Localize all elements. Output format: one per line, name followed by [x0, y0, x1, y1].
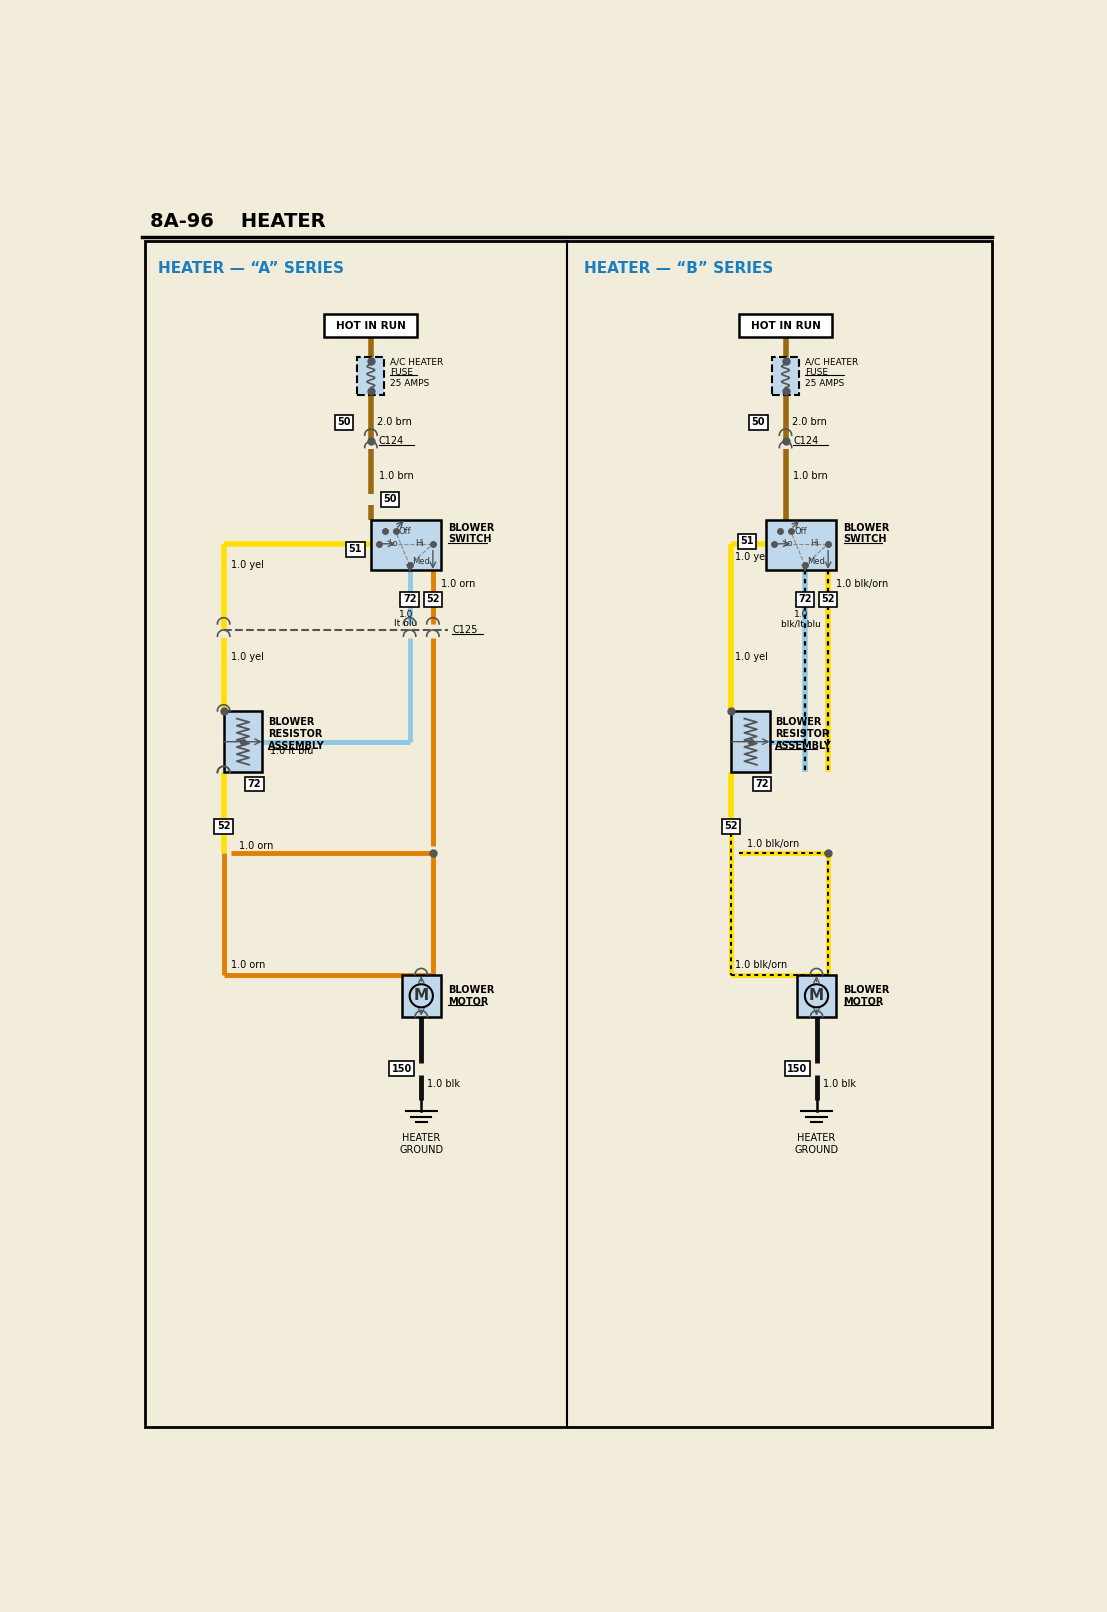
Text: A/C HEATER: A/C HEATER: [391, 358, 444, 366]
Text: 1.0 yel: 1.0 yel: [735, 651, 768, 663]
Text: 8A-96    HEATER: 8A-96 HEATER: [151, 213, 325, 232]
Text: 52: 52: [426, 595, 439, 604]
Circle shape: [410, 985, 433, 1008]
Text: 25 AMPS: 25 AMPS: [805, 379, 845, 388]
Text: 50: 50: [752, 418, 765, 427]
Text: 1.0 yel: 1.0 yel: [231, 559, 265, 569]
Text: 1.0: 1.0: [399, 609, 413, 619]
Text: GROUND: GROUND: [795, 1145, 839, 1154]
Text: 72: 72: [403, 595, 416, 604]
Text: lt blu: lt blu: [394, 619, 417, 629]
Text: 1.0 lt blu: 1.0 lt blu: [270, 746, 313, 756]
Text: 1.0 blk/orn: 1.0 blk/orn: [836, 579, 888, 588]
Text: RESISTOR: RESISTOR: [775, 729, 830, 738]
Text: 51: 51: [739, 537, 754, 546]
Text: 51: 51: [349, 545, 362, 555]
Text: BLOWER: BLOWER: [844, 524, 890, 534]
Text: 1.0 orn: 1.0 orn: [441, 579, 475, 588]
Text: C125: C125: [453, 625, 477, 635]
Text: 1.0 orn: 1.0 orn: [231, 961, 266, 970]
Text: 1.0 brn: 1.0 brn: [379, 471, 413, 480]
FancyBboxPatch shape: [402, 975, 441, 1017]
FancyBboxPatch shape: [732, 711, 770, 772]
Text: 1.0 brn: 1.0 brn: [794, 471, 828, 480]
Text: 150: 150: [392, 1064, 412, 1074]
Text: 1.0 yel: 1.0 yel: [735, 551, 768, 563]
Text: 1.0 orn: 1.0 orn: [239, 840, 273, 851]
Text: FUSE: FUSE: [805, 369, 828, 377]
Text: MOTOR: MOTOR: [844, 996, 884, 1008]
Text: Hi: Hi: [415, 540, 424, 548]
Text: Hi: Hi: [810, 540, 819, 548]
Text: HEATER — “B” SERIES: HEATER — “B” SERIES: [584, 261, 774, 276]
FancyBboxPatch shape: [739, 314, 832, 337]
Text: SWITCH: SWITCH: [844, 534, 887, 545]
Text: FUSE: FUSE: [391, 369, 413, 377]
FancyBboxPatch shape: [772, 356, 799, 395]
Text: 1.0 blk: 1.0 blk: [823, 1080, 856, 1090]
FancyBboxPatch shape: [324, 314, 417, 337]
Text: BLOWER: BLOWER: [844, 985, 890, 995]
Text: HEATER — “A” SERIES: HEATER — “A” SERIES: [158, 261, 344, 276]
Text: BLOWER: BLOWER: [448, 524, 495, 534]
Text: C124: C124: [794, 437, 818, 447]
Text: 1.0: 1.0: [794, 609, 808, 619]
Circle shape: [805, 985, 828, 1008]
Text: MOTOR: MOTOR: [448, 996, 489, 1008]
Text: 25 AMPS: 25 AMPS: [391, 379, 430, 388]
Text: BLOWER: BLOWER: [775, 717, 821, 727]
Text: 1.0 blk/orn: 1.0 blk/orn: [747, 840, 799, 850]
FancyBboxPatch shape: [797, 975, 836, 1017]
FancyBboxPatch shape: [766, 521, 836, 571]
Text: ASSEMBLY: ASSEMBLY: [268, 740, 324, 751]
Text: C124: C124: [379, 437, 404, 447]
Text: 52: 52: [217, 822, 230, 832]
Text: Off: Off: [794, 527, 807, 535]
FancyBboxPatch shape: [224, 711, 262, 772]
Text: M: M: [809, 988, 824, 1003]
Text: HOT IN RUN: HOT IN RUN: [751, 321, 820, 330]
Text: Lo: Lo: [387, 540, 397, 548]
Text: 50: 50: [383, 495, 397, 505]
Text: HOT IN RUN: HOT IN RUN: [335, 321, 406, 330]
Text: GROUND: GROUND: [400, 1145, 443, 1154]
Text: BLOWER: BLOWER: [268, 717, 314, 727]
Text: Lo: Lo: [783, 540, 793, 548]
Text: RESISTOR: RESISTOR: [268, 729, 322, 738]
Text: 50: 50: [337, 418, 351, 427]
Text: SWITCH: SWITCH: [448, 534, 492, 545]
Text: 2.0 brn: 2.0 brn: [377, 418, 412, 427]
Text: 1.0 blk/orn: 1.0 blk/orn: [735, 961, 787, 970]
Text: 1.0 blk: 1.0 blk: [427, 1080, 461, 1090]
Text: 1.0 yel: 1.0 yel: [231, 651, 265, 663]
Text: 52: 52: [821, 595, 835, 604]
Text: HEATER: HEATER: [402, 1133, 441, 1143]
Text: blk/lt blu: blk/lt blu: [782, 619, 821, 629]
Text: Off: Off: [399, 527, 412, 535]
Text: A/C HEATER: A/C HEATER: [805, 358, 858, 366]
FancyBboxPatch shape: [358, 356, 384, 395]
FancyBboxPatch shape: [371, 521, 441, 571]
Text: 2.0 brn: 2.0 brn: [792, 418, 827, 427]
Text: 150: 150: [787, 1064, 807, 1074]
Text: HEATER: HEATER: [797, 1133, 836, 1143]
Text: 72: 72: [798, 595, 811, 604]
Text: M: M: [414, 988, 428, 1003]
Text: BLOWER: BLOWER: [448, 985, 495, 995]
Text: 52: 52: [724, 822, 738, 832]
Text: Med: Med: [807, 558, 825, 566]
Text: Med: Med: [412, 558, 430, 566]
Text: ASSEMBLY: ASSEMBLY: [775, 740, 832, 751]
Text: 72: 72: [248, 779, 261, 788]
Text: 72: 72: [755, 779, 769, 788]
